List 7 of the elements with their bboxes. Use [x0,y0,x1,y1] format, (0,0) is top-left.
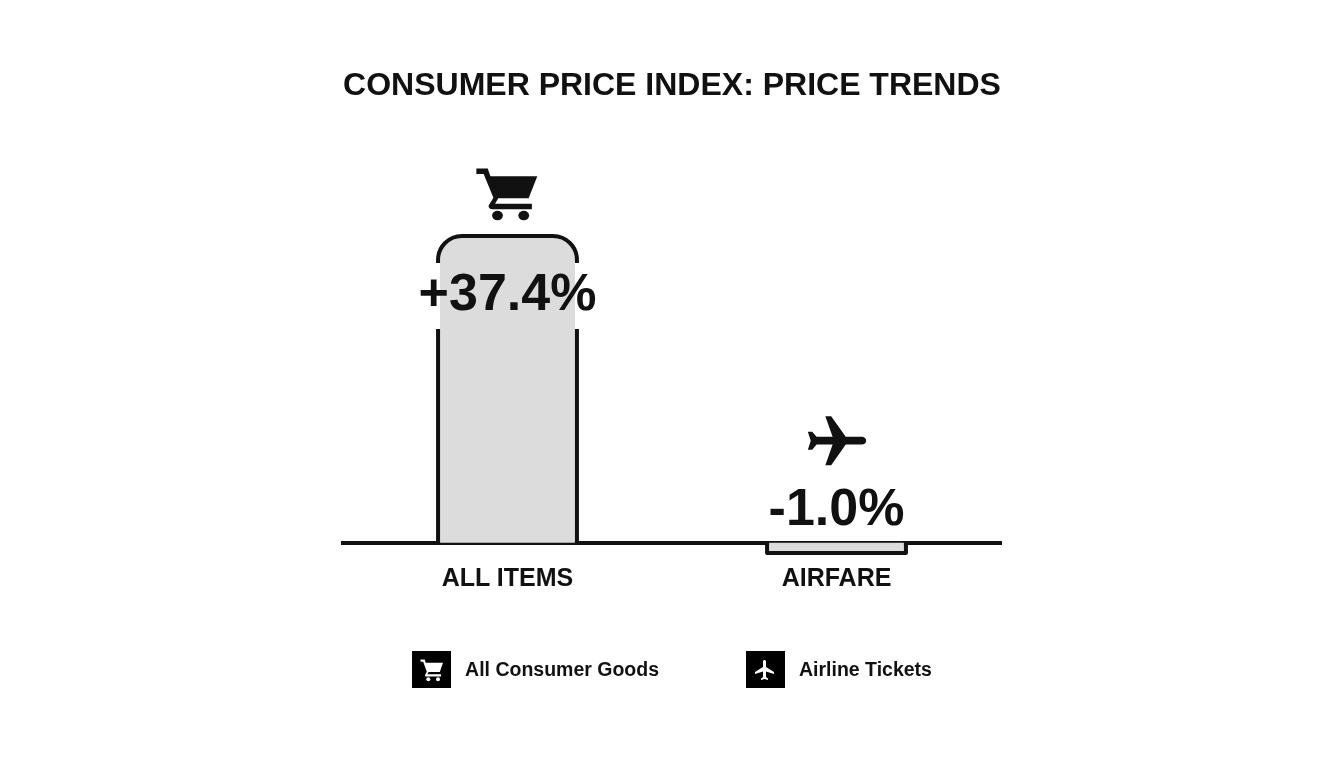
x-tick-label: AIRFARE [781,562,892,591]
text: Airline Tickets [798,658,932,681]
chart-title: CONSUMER PRICE INDEX: PRICE TRENDS [342,65,1002,104]
text: All Consumer Goods [465,658,659,681]
data-label: -1.0% [768,478,905,537]
data-label: +37.4% [418,263,597,322]
x-tick-label: ALL ITEMS [441,562,574,591]
